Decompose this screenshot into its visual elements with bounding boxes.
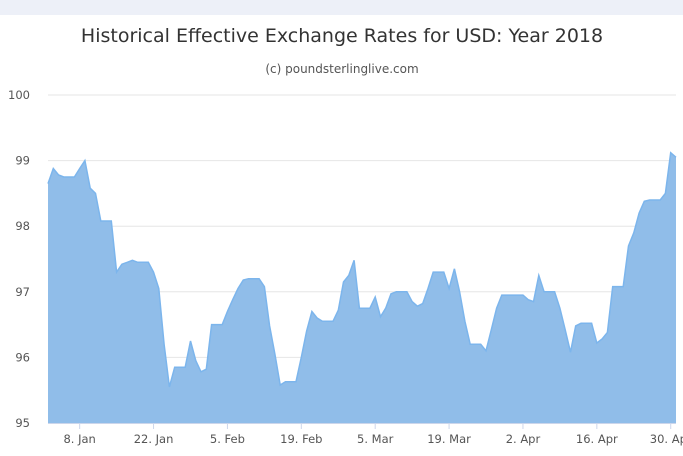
x-tick-label: 5. Mar (357, 432, 394, 446)
chart-title: Historical Effective Exchange Rates for … (81, 25, 603, 47)
y-axis: 95 96 97 98 99 100 (8, 88, 30, 430)
x-tick-label: 5. Feb (210, 432, 245, 446)
x-tick-label: 2. Apr (506, 432, 541, 446)
y-tick-label-100: 100 (8, 88, 30, 102)
chart-subtitle: (c) poundsterlinglive.com (265, 62, 418, 76)
x-tick-label: 22. Jan (134, 432, 174, 446)
top-bar (0, 0, 683, 15)
x-tick-label: 8. Jan (63, 432, 95, 446)
x-axis: 8. Jan 22. Jan 5. Feb 19. Feb 5. Mar 19. Mar 2… (48, 423, 683, 446)
y-tick-label-99: 99 (15, 154, 30, 168)
y-tick-label-95: 95 (15, 416, 30, 430)
x-tick-label: 16. Apr (576, 432, 618, 446)
series-line (47, 151, 677, 388)
x-tick-label: 19. Mar (427, 432, 471, 446)
y-tick-label-96: 96 (15, 350, 30, 364)
series-area (48, 152, 676, 423)
x-tick-label: 19. Feb (280, 432, 322, 446)
y-tick-label-98: 98 (15, 219, 30, 233)
series (47, 151, 677, 423)
x-tick-label: 30. Apr (650, 432, 683, 446)
y-tick-label-97: 97 (15, 285, 30, 299)
